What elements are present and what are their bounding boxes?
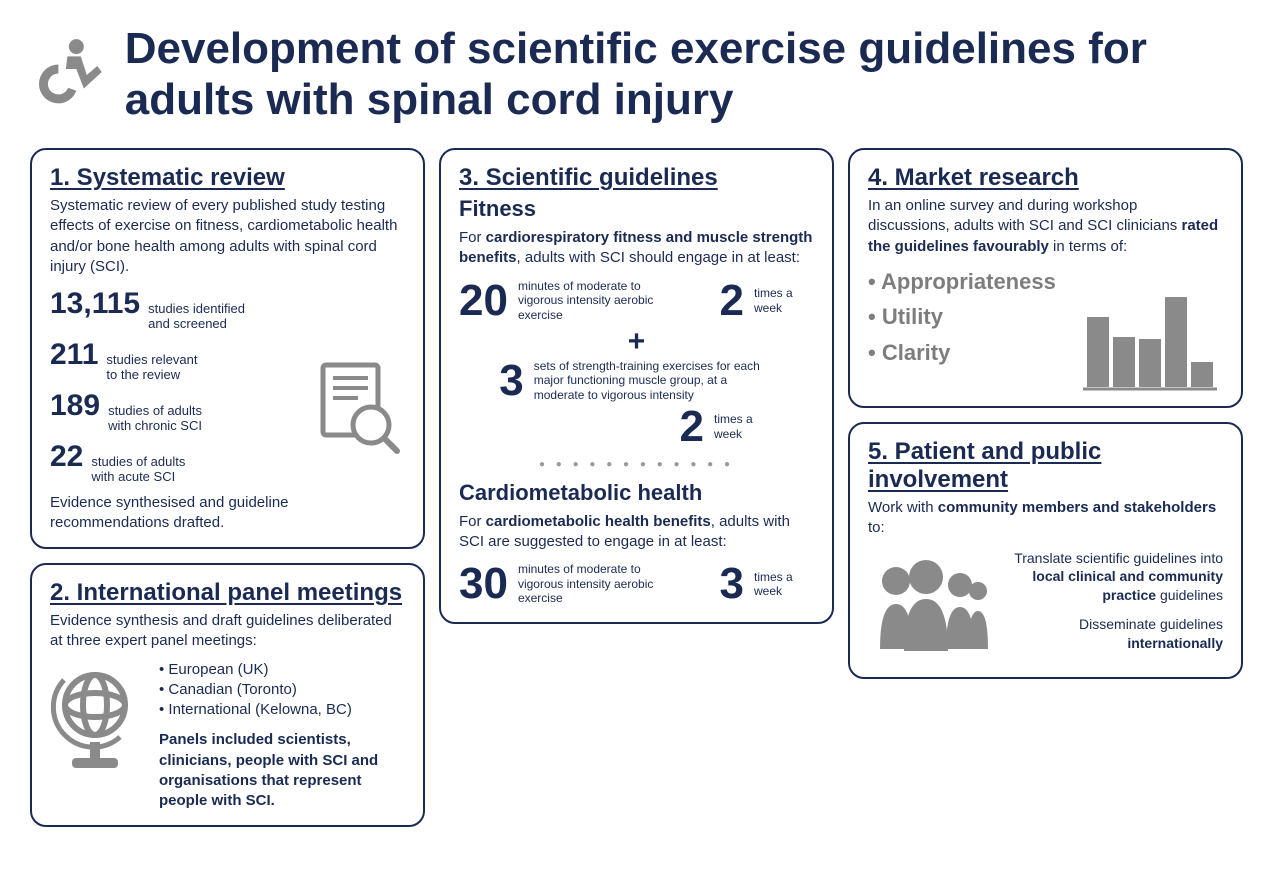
stat-num: 22 [50,440,83,474]
panel-scientific-guidelines: 3. Scientific guidelines Fitness For car… [439,148,834,624]
divider-dots: ● ● ● ● ● ● ● ● ● ● ● ● [459,459,814,470]
panel1-intro: Systematic review of every published stu… [50,196,405,277]
people-icon [868,549,988,659]
wheelchair-icon [30,20,105,130]
panel-systematic-review: 1. Systematic review Systematic review o… [30,148,425,549]
cardio-num: 30 [459,562,508,606]
panel2-note: Panels included scientists, clinicians, … [159,730,405,811]
fitness-aerobic-row: 20 minutes of moderate to vigorous inten… [459,279,814,323]
fitness-strength-num: 3 [499,359,523,403]
fitness-strength-freq-label: times a week [714,412,774,441]
panel-ppi: 5. Patient and public involvement Work w… [848,422,1243,679]
stat-label: studies identifiedand screened [148,302,245,332]
stat-label: studies of adultswith acute SCI [91,455,185,485]
fitness-aerobic-num: 20 [459,279,508,323]
ppi-goal1: Translate scientific guidelines into loc… [1002,549,1223,606]
fitness-aerobic-freq-label: times a week [754,286,814,315]
cardio-label: minutes of moderate to vigorous intensit… [518,562,658,605]
panel5-intro: Work with community members and stakehol… [868,498,1223,539]
bar-chart-icon [1083,287,1223,392]
panel-international-meetings: 2. International panel meetings Evidence… [30,563,425,827]
stat-label: studies of adultswith chronic SCI [108,404,202,434]
panel4-intro: In an online survey and during workshop … [868,196,1223,257]
panel3-title: 3. Scientific guidelines [459,164,814,192]
stat-row: 13,115 studies identifiedand screened [50,287,405,332]
panel-market-research: 4. Market research In an online survey a… [848,148,1243,408]
panel1-title: 1. Systematic review [50,164,405,192]
panel2-intro: Evidence synthesis and draft guidelines … [50,611,405,652]
fitness-strength-row: 3 sets of strength-training exercises fo… [459,359,814,403]
fitness-strength-freq-row: 2 times a week [459,405,814,449]
document-search-icon [313,360,403,460]
main-title: Development of scientific exercise guide… [125,24,1241,125]
fitness-aerobic-label: minutes of moderate to vigorous intensit… [518,279,658,322]
fitness-aerobic-freq-num: 2 [720,279,744,323]
stat-num: 13,115 [50,287,140,321]
fitness-heading: Fitness [459,196,814,222]
stat-num: 211 [50,338,98,372]
location-item: Canadian (Toronto) [159,680,405,700]
cardio-freq-label: times a week [754,570,814,599]
panel1-footer: Evidence synthesised and guideline recom… [50,493,405,534]
globe-icon [50,660,145,780]
plus-symbol: + [459,325,814,359]
cardio-freq-num: 3 [720,562,744,606]
ppi-goal2: Disseminate guidelines internationally [1002,615,1223,653]
location-item: European (UK) [159,660,405,680]
fitness-strength-label: sets of strength-training exercises for … [534,359,774,402]
stat-num: 189 [50,389,100,423]
cardio-row: 30 minutes of moderate to vigorous inten… [459,562,814,606]
panel2-title: 2. International panel meetings [50,579,405,607]
panel5-title: 5. Patient and public involvement [868,438,1223,494]
cardio-heading: Cardiometabolic health [459,480,814,506]
panel2-locations: European (UK) Canadian (Toronto) Interna… [159,660,405,721]
panel4-title: 4. Market research [868,164,1223,192]
stat-label: studies relevantto the review [106,353,197,383]
cardio-intro: For cardiometabolic health benefits, adu… [459,512,814,553]
location-item: International (Kelowna, BC) [159,700,405,720]
fitness-strength-freq-num: 2 [680,405,704,449]
fitness-intro: For cardiorespiratory fitness and muscle… [459,228,814,269]
